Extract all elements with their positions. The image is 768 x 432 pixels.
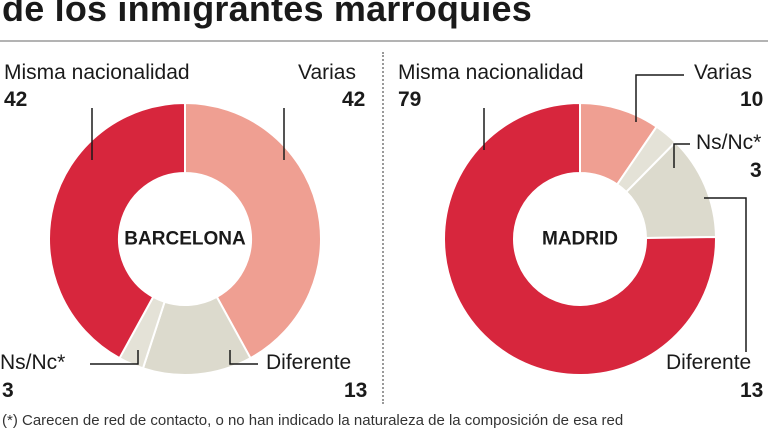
barcelona-label-misma: Misma nacionalidad xyxy=(4,61,190,84)
barcelona-label-diferente: Diferente xyxy=(266,351,352,374)
barcelona-label-nsnc: Ns/Nc* xyxy=(0,351,66,374)
barcelona-value-diferente: 13 xyxy=(344,379,368,402)
barcelona-leader-diferente xyxy=(229,350,258,365)
barcelona-value-misma: 42 xyxy=(4,88,28,111)
madrid-value-nsnc: 3 xyxy=(750,159,762,182)
madrid-label-misma: Misma nacionalidad xyxy=(398,61,584,84)
barcelona-center-label: BARCELONA xyxy=(124,228,246,250)
madrid-value-varias: 10 xyxy=(740,88,764,111)
madrid-label-diferente: Diferente xyxy=(666,351,752,374)
barcelona-value-nsnc: 3 xyxy=(2,379,14,402)
barcelona-value-varias: 42 xyxy=(342,88,366,111)
barcelona-leader-nsnc xyxy=(90,350,139,365)
madrid-value-diferente: 13 xyxy=(740,379,764,402)
barcelona-label-varias: Varias xyxy=(298,61,356,84)
madrid-center-label: MADRID xyxy=(542,228,618,250)
chart-title: de los inmigrantes marroquíes xyxy=(2,0,532,29)
madrid-value-misma: 79 xyxy=(398,88,422,111)
barcelona-panel: Misma nacionalidad 42 Varias 42 Ns/Nc* 3… xyxy=(0,0,384,410)
footnote: (*) Carecen de red de contacto, o no han… xyxy=(2,412,624,429)
madrid-label-nsnc: Ns/Nc* xyxy=(696,131,762,154)
madrid-panel: Misma nacionalidad 79 Varias 10 Ns/Nc* 3… xyxy=(384,0,768,410)
madrid-leader-varias xyxy=(635,74,684,122)
madrid-label-varias: Varias xyxy=(694,61,752,84)
madrid-donut-chart xyxy=(443,74,747,376)
barcelona-slice-misma-nacionalidad xyxy=(47,101,186,360)
barcelona-slice-varias xyxy=(184,101,322,360)
title-rule xyxy=(0,40,768,42)
barcelona-donut-chart xyxy=(47,101,322,376)
panel-divider xyxy=(382,52,384,404)
madrid-leader-nsnc xyxy=(673,143,690,168)
madrid-slice-misma-nacionalidad xyxy=(443,101,717,376)
madrid-leader-diferente xyxy=(704,197,747,352)
